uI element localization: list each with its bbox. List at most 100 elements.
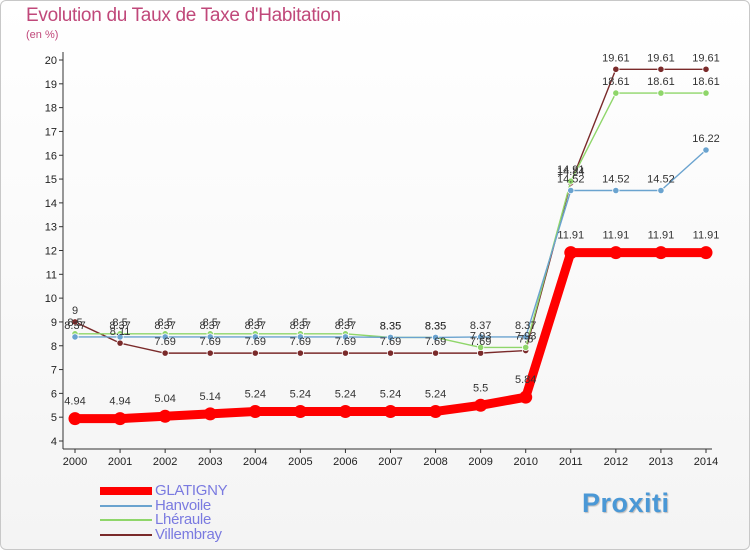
point-lh-raule-2012 — [612, 89, 620, 97]
x-tick-label-2004: 2004 — [243, 456, 267, 468]
legend-label-glatigny: GLATIGNY — [155, 482, 228, 499]
data-label-hanvoile-2000: 8.37 — [64, 320, 85, 332]
y-tick-label-4: 4 — [51, 436, 57, 448]
data-label-villembray-2008: 7.69 — [425, 336, 446, 348]
legend-swatch-villembray — [100, 533, 152, 536]
data-label-villembray-2004: 7.69 — [245, 336, 266, 348]
x-tick-label-2006: 2006 — [333, 456, 357, 468]
data-label-lh-raule-2012: 18.61 — [602, 76, 630, 88]
data-label-lh-raule-2000: 8.5 — [67, 317, 82, 329]
data-label-glatigny-2010: 5.84 — [515, 374, 536, 386]
data-label-lh-raule-2014: 18.61 — [692, 76, 720, 88]
data-label-hanvoile-2009: 8.37 — [470, 320, 491, 332]
point-villembray-2004 — [251, 349, 259, 357]
x-tick-label-2013: 2013 — [649, 456, 673, 468]
data-label-villembray-2003: 7.69 — [200, 336, 221, 348]
data-label-lh-raule-2002: 8.5 — [157, 317, 172, 329]
proxiti-logo: Proxiti — [582, 488, 670, 518]
point-villembray-2013 — [657, 65, 665, 73]
legend-swatch-lheraule — [100, 519, 152, 521]
point-villembray-2003 — [206, 349, 214, 357]
y-tick-label-11: 11 — [46, 269, 57, 281]
point-hanvoile-2002 — [161, 333, 169, 341]
legend-swatch-hanvoile — [100, 504, 152, 507]
point-hanvoile-2013 — [657, 186, 665, 195]
point-glatigny-2003 — [203, 407, 217, 421]
data-label-glatigny-2001: 4.94 — [109, 396, 130, 408]
data-label-hanvoile-2011: 14.52 — [557, 173, 585, 185]
x-tick-label-2007: 2007 — [378, 456, 402, 468]
data-label-hanvoile-2014: 16.22 — [692, 133, 720, 145]
point-hanvoile-2006 — [341, 333, 350, 341]
point-lh-raule-2014 — [702, 89, 710, 97]
point-hanvoile-2008 — [431, 333, 440, 342]
data-label-hanvoile-2002: 8.37 — [154, 320, 175, 332]
data-label-villembray-2001: 8.11 — [110, 326, 131, 338]
data-label-hanvoile-2013: 14.52 — [647, 173, 675, 185]
point-lh-raule-2010 — [522, 343, 530, 352]
legend-label-lheraule: Lhéraule — [155, 511, 211, 528]
point-hanvoile-2005 — [296, 333, 304, 341]
data-label-hanvoile-2007: 8.35 — [380, 320, 401, 332]
x-tick-label-2014: 2014 — [694, 456, 718, 468]
data-label-villembray-2010: 7.8 — [518, 334, 533, 346]
data-label-villembray-2005: 7.69 — [290, 336, 311, 348]
point-villembray-2012 — [612, 65, 620, 73]
point-glatigny-2005 — [293, 404, 307, 418]
x-tick-label-2008: 2008 — [423, 456, 447, 468]
data-label-glatigny-2000: 4.94 — [64, 396, 85, 408]
data-label-lh-raule-2013: 18.61 — [647, 76, 675, 88]
y-tick-label-18: 18 — [45, 103, 57, 115]
data-label-hanvoile-2008: 8.35 — [425, 320, 446, 332]
data-label-lh-raule-2007: 8.35 — [380, 320, 401, 332]
data-label-lh-raule-2011: 14.91 — [557, 164, 585, 176]
data-label-lh-raule-2003: 8.5 — [203, 317, 218, 329]
point-glatigny-2000 — [68, 412, 82, 426]
data-label-villembray-2011: 14.84 — [557, 166, 585, 178]
point-villembray-2014 — [702, 65, 710, 73]
data-label-villembray-2014: 19.61 — [692, 52, 720, 64]
data-label-lh-raule-2001: 8.5 — [112, 317, 127, 329]
y-tick-label-9: 9 — [51, 317, 57, 329]
y-tick-label-13: 13 — [45, 222, 57, 234]
data-label-glatigny-2012: 11.91 — [602, 230, 629, 242]
data-label-lh-raule-2008: 8.35 — [425, 320, 446, 332]
chart-title: Evolution du Taux de Taxe d'Habitation — [26, 5, 341, 26]
x-tick-label-2012: 2012 — [604, 456, 628, 468]
y-tick-label-12: 12 — [45, 246, 57, 258]
point-villembray-2001 — [116, 339, 124, 347]
data-label-glatigny-2005: 5.24 — [290, 388, 311, 400]
x-tick-label-2000: 2000 — [63, 456, 87, 468]
data-label-glatigny-2004: 5.24 — [245, 388, 266, 400]
point-glatigny-2004 — [248, 404, 262, 418]
point-hanvoile-2000 — [71, 333, 79, 341]
point-glatigny-2013 — [654, 246, 668, 260]
data-label-hanvoile-2006: 8.37 — [335, 320, 356, 332]
line-chart: 4 5 6 7 8 9 10 11 12 13 14 15 16 17 18 19 20 2000 2001 2002… — [45, 52, 720, 468]
point-glatigny-2006 — [338, 404, 352, 418]
y-tick-label-15: 15 — [45, 174, 57, 186]
legend-swatch-glatigny — [100, 487, 152, 495]
series-line-villembray — [74, 68, 707, 354]
data-label-villembray-2012: 19.61 — [602, 52, 630, 64]
point-glatigny-2001 — [113, 412, 127, 426]
data-label-glatigny-2011: 11.91 — [557, 230, 584, 242]
data-label-hanvoile-2005: 8.37 — [290, 320, 311, 332]
data-label-lh-raule-2005: 8.5 — [293, 317, 308, 329]
y-tick-label-14: 14 — [45, 198, 57, 210]
point-hanvoile-2014 — [702, 146, 710, 154]
point-glatigny-2014 — [699, 246, 713, 260]
point-lh-raule-2009 — [477, 343, 485, 352]
point-hanvoile-2007 — [386, 333, 395, 342]
data-label-glatigny-2014: 11.91 — [693, 230, 720, 242]
data-label-villembray-2009: 7.69 — [470, 336, 491, 348]
point-glatigny-2009 — [474, 398, 488, 412]
x-tick-label-2003: 2003 — [198, 456, 222, 468]
y-tick-label-6: 6 — [51, 388, 57, 400]
point-hanvoile-2009 — [477, 333, 485, 341]
point-villembray-2005 — [296, 349, 304, 357]
point-hanvoile-2004 — [251, 333, 259, 341]
point-villembray-2000 — [71, 318, 79, 326]
chart-unit-label: (en %) — [26, 29, 59, 41]
